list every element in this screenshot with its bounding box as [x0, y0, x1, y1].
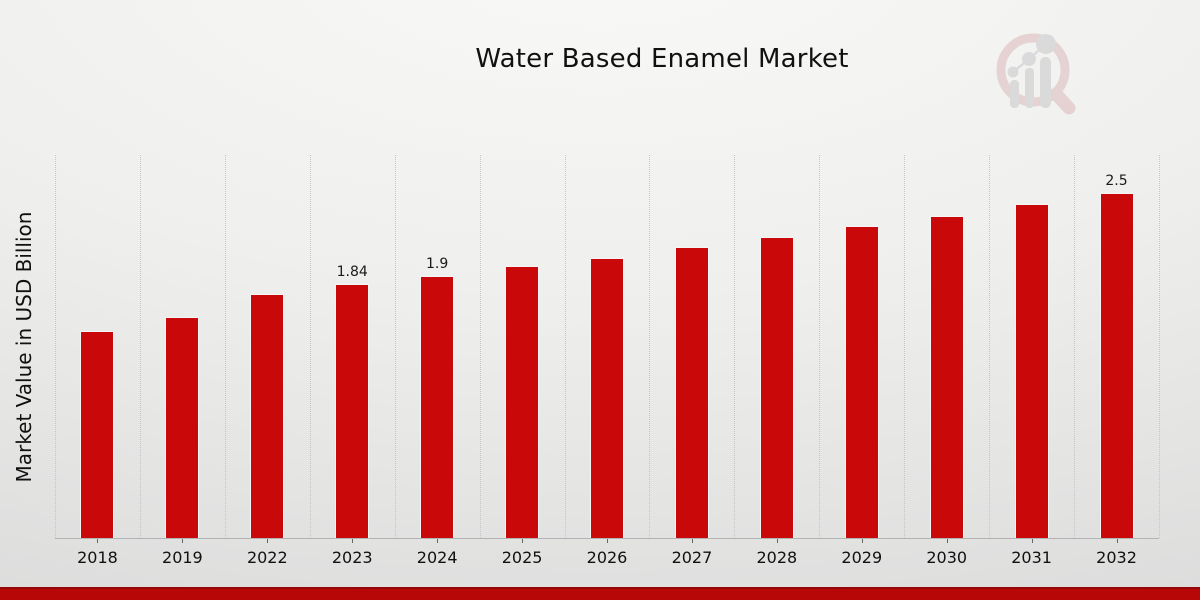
x-axis-tick	[437, 539, 439, 543]
magnifier-bar-chart-logo-icon	[996, 33, 1076, 115]
x-axis-label: 2030	[926, 548, 968, 567]
x-axis-tick	[861, 539, 863, 543]
x-axis-tick	[1031, 539, 1033, 543]
bar-2028	[759, 237, 794, 538]
bar-2026	[589, 257, 624, 538]
gridline	[224, 155, 226, 538]
gridline	[989, 155, 991, 538]
plot-area: 1.84 1.9 2.5	[55, 155, 1160, 538]
chart-title: Water Based Enamel Market	[475, 44, 849, 74]
bar-slot	[225, 155, 310, 538]
x-axis-label: 2023	[331, 548, 373, 567]
bar-slot	[819, 155, 904, 538]
bar-2018	[80, 331, 115, 538]
x-axis-label: 2019	[162, 548, 203, 567]
x-axis-tick	[352, 539, 354, 543]
x-axis-label: 2025	[501, 548, 543, 567]
gridline	[1159, 155, 1160, 538]
bar-slot	[989, 155, 1074, 538]
x-axis-label: 2024	[416, 548, 458, 567]
gridline	[55, 155, 56, 538]
x-axis-label: 2027	[671, 548, 713, 567]
bar-value-label: 1.84	[336, 264, 368, 280]
bar-2022	[250, 293, 285, 538]
bar-2019	[165, 317, 200, 538]
x-axis-tick	[691, 539, 693, 543]
x-axis-label: 2022	[246, 548, 288, 567]
x-axis-tick	[776, 539, 778, 543]
x-axis-tick	[607, 539, 608, 543]
bar-value-label: 1.9	[426, 255, 449, 272]
bar-2031	[1014, 204, 1049, 538]
x-axis-tick	[182, 539, 184, 543]
gridline	[904, 155, 906, 538]
x-axis-line	[55, 538, 1159, 539]
bar-slot	[649, 155, 734, 538]
bar-slot: 1.9	[395, 155, 480, 538]
bar-slot	[565, 155, 650, 538]
bar-slot: 1.84	[310, 155, 395, 538]
bar-2029	[844, 226, 879, 538]
bar-slot: 2.5	[1074, 155, 1159, 538]
bar-2027	[674, 246, 709, 538]
bar-slot	[734, 155, 819, 538]
bar-slot	[480, 155, 565, 538]
x-axis-tick	[522, 539, 524, 543]
x-axis-label: 2029	[841, 548, 883, 567]
x-axis-label: 2032	[1096, 548, 1137, 567]
bar-2032	[1099, 193, 1134, 538]
x-axis-label: 2028	[756, 548, 798, 567]
gridline	[139, 155, 141, 538]
gridline	[564, 155, 566, 538]
x-axis-tick	[1116, 539, 1118, 543]
x-axis-label: 2026	[586, 548, 628, 567]
bar-slot	[140, 155, 225, 538]
x-axis-tick	[267, 539, 269, 543]
gridline	[1074, 155, 1076, 538]
gridline	[309, 155, 311, 538]
gridline	[734, 155, 736, 538]
bar-2025	[505, 266, 540, 538]
gridline	[394, 155, 396, 538]
x-axis-label: 2018	[77, 548, 118, 567]
bar-2023	[335, 284, 370, 538]
bar-2024	[420, 275, 455, 538]
x-axis-tick	[97, 539, 99, 543]
x-axis-label: 2031	[1011, 548, 1052, 567]
bar-value-label: 2.5	[1105, 173, 1128, 189]
gridline	[479, 155, 481, 538]
x-axis-tick	[946, 539, 948, 543]
gridline	[819, 155, 821, 538]
y-axis-label: Market Value in USD Billion	[12, 211, 36, 483]
bar-slot	[904, 155, 989, 538]
bar-slot	[55, 155, 140, 538]
footer-accent-band	[0, 587, 1200, 600]
bar-2030	[929, 216, 964, 538]
gridline	[649, 155, 651, 538]
